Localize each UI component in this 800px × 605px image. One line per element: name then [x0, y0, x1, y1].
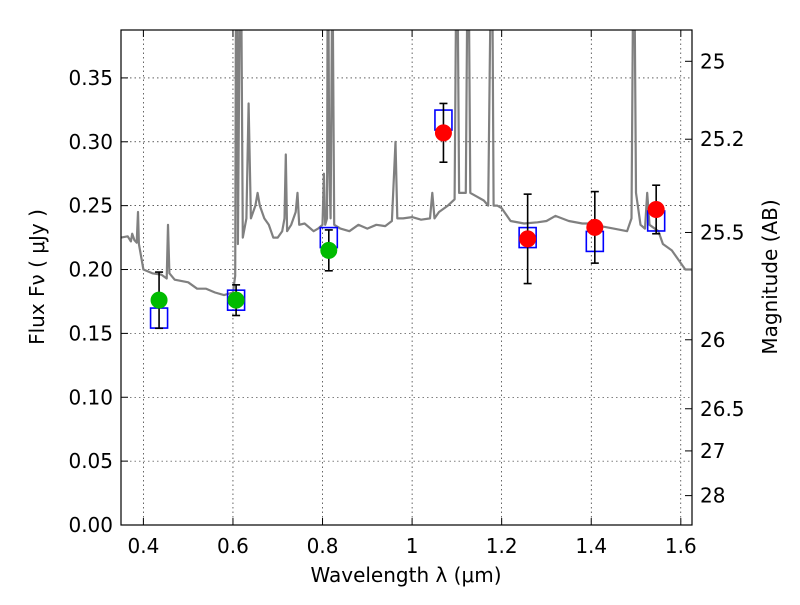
observed-point: [227, 291, 245, 309]
observed-point: [647, 200, 665, 218]
y-tick-label: 0.25: [68, 194, 113, 218]
y-tick-label: 0.20: [68, 258, 113, 282]
grid: [121, 30, 692, 525]
observed-point: [586, 218, 604, 236]
x-axis-title: Wavelength λ (μm): [310, 563, 501, 587]
spectrum-line: [121, 30, 692, 297]
x-tick-label: 1: [406, 534, 419, 558]
observed-photometry: [150, 102, 665, 330]
y2-tick-label: 25.2: [700, 127, 745, 151]
y2-tick-label: 26: [700, 328, 725, 352]
observed-point: [519, 230, 537, 248]
x-tick-label: 1.4: [575, 534, 607, 558]
y-tick-label: 0.05: [68, 449, 113, 473]
observed-point: [150, 291, 168, 309]
model-spectrum: [121, 30, 692, 297]
x-tick-label: 0.6: [217, 534, 249, 558]
x-tick-label: 0.8: [307, 534, 339, 558]
plot-frame: [120, 29, 693, 526]
x-tick-label: 1.6: [665, 534, 697, 558]
y-tick-label: 0.15: [68, 321, 113, 345]
x-tick-label: 0.4: [127, 534, 159, 558]
plot-area: [121, 30, 692, 525]
x-axis-ticks: 0.4 0.6 0.8 1 1.2 1.4 1.6: [127, 30, 697, 558]
y2-tick-label: 25.5: [700, 220, 745, 244]
observed-point: [434, 124, 452, 142]
y-tick-label: 0.10: [68, 385, 113, 409]
y2-tick-label: 28: [700, 484, 725, 508]
y-axis-title: Flux Fν ( μJy ): [25, 209, 49, 345]
y2-tick-label: 26.5: [700, 397, 745, 421]
y2-axis-title: Magnitude (AB): [758, 199, 782, 354]
y2-axis-ticks: 25 25.2 25.5 26 26.5 27 28: [685, 49, 745, 508]
y-axis-ticks: 0.00 0.05 0.10 0.15 0.20 0.25 0.30 0.35: [68, 66, 128, 537]
y2-tick-label: 25: [700, 49, 725, 73]
y-tick-label: 0.30: [68, 130, 113, 154]
x-tick-label: 1.2: [486, 534, 518, 558]
y-tick-label: 0.35: [68, 66, 113, 90]
observed-point: [320, 241, 338, 259]
y-tick-label: 0.00: [68, 513, 113, 537]
y2-tick-label: 27: [700, 439, 725, 463]
